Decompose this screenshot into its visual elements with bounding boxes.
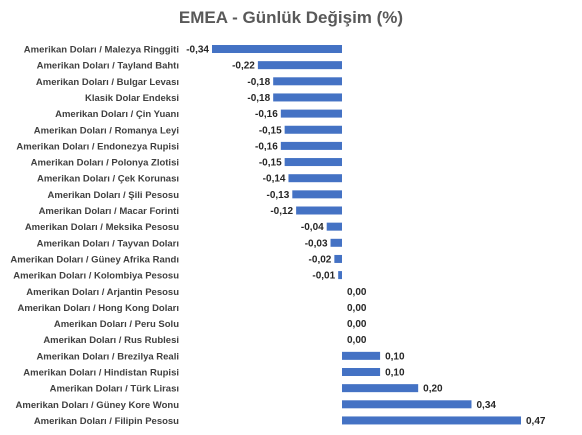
bar xyxy=(334,254,342,263)
bar xyxy=(338,271,342,280)
category-label: Amerikan Doları / Tayvan Doları xyxy=(37,238,179,249)
category-label: Amerikan Doları / Arjantin Pesosu xyxy=(26,287,179,298)
value-label: -0,13 xyxy=(266,190,289,201)
category-labels: Amerikan Doları / Malezya Ringgiti Amerik… xyxy=(10,45,179,427)
value-label: 0,00 xyxy=(347,335,367,346)
category-label: Amerikan Doları / Güney Afrika Randı xyxy=(10,254,179,265)
bars xyxy=(212,45,521,425)
bar xyxy=(280,109,342,118)
category-label: Amerikan Doları / Çin Yuanı xyxy=(55,109,179,120)
bar xyxy=(280,141,342,150)
category-label: Amerikan Doları / Tayland Bahtı xyxy=(37,61,179,72)
value-labels: -0,34 -0,22 -0,18 -0,18 -0,16 -0,15 -0,16 -0,15… xyxy=(186,45,546,427)
value-label: -0,22 xyxy=(232,61,255,72)
category-label: Amerikan Doları / Çek Korunası xyxy=(37,174,179,185)
bar xyxy=(342,416,521,425)
chart-title: EMEA - Günlük Değişim (%) xyxy=(179,8,403,27)
bar xyxy=(342,368,381,376)
value-label: 0,20 xyxy=(423,384,443,395)
value-label: -0,34 xyxy=(186,45,209,56)
bar xyxy=(330,238,342,247)
bar xyxy=(284,158,342,167)
category-label: Amerikan Doları / Hindistan Rupisi xyxy=(23,368,179,379)
category-label: Amerikan Doları / Bulgar Levası xyxy=(36,77,179,88)
value-label: -0,18 xyxy=(247,77,270,88)
value-label: -0,14 xyxy=(263,174,286,185)
value-label: -0,03 xyxy=(305,238,328,249)
value-label: -0,18 xyxy=(247,93,270,104)
category-label: Amerikan Doları / Romanya Leyi xyxy=(34,125,179,136)
category-label: Amerikan Doları / Peru Solu xyxy=(54,319,179,330)
bar xyxy=(296,206,342,215)
value-label: -0,02 xyxy=(309,254,332,265)
bar xyxy=(212,45,342,53)
category-label: Amerikan Doları / Filipin Pesosu xyxy=(34,416,179,427)
value-label: -0,01 xyxy=(312,271,335,282)
category-label: Amerikan Doları / Macar Forinti xyxy=(39,206,179,217)
value-label: -0,15 xyxy=(259,158,282,169)
category-label: Amerikan Doları / Kolombiya Pesosu xyxy=(13,271,179,282)
value-label: -0,16 xyxy=(255,141,278,152)
value-label: 0,10 xyxy=(385,351,405,362)
category-label: Amerikan Doları / Brezilya Reali xyxy=(36,351,179,362)
value-label: -0,12 xyxy=(270,206,293,217)
value-label: -0,04 xyxy=(301,222,324,233)
category-label: Amerikan Doları / Güney Kore Wonu xyxy=(16,400,180,411)
value-label: -0,15 xyxy=(259,125,282,136)
value-label: 0,00 xyxy=(347,303,367,314)
bar xyxy=(273,93,342,102)
value-label: -0,16 xyxy=(255,109,278,120)
bar xyxy=(273,77,342,86)
value-label: 0,47 xyxy=(526,416,546,427)
bar xyxy=(257,61,342,70)
bar xyxy=(292,190,342,199)
category-label: Amerikan Doları / Malezya Ringgiti xyxy=(24,45,179,56)
value-label: 0,34 xyxy=(476,400,496,411)
category-label: Amerikan Doları / Türk Lirası xyxy=(50,384,179,395)
category-label: Amerikan Doları / Şili Pesosu xyxy=(48,190,180,201)
value-label: 0,10 xyxy=(385,368,405,379)
category-label: Amerikan Doları / Hong Kong Doları xyxy=(17,303,179,314)
bar xyxy=(342,400,472,409)
category-label: Amerikan Doları / Endonezya Rupisi xyxy=(16,141,179,152)
category-label: Amerikan Doları / Polonya Zlotisi xyxy=(31,158,179,169)
bar xyxy=(284,125,342,134)
value-label: 0,00 xyxy=(347,319,367,330)
bar xyxy=(342,384,419,393)
bar xyxy=(342,351,381,360)
category-label: Amerikan Doları / Rus Rublesi xyxy=(43,335,179,346)
value-label: 0,00 xyxy=(347,287,367,298)
category-label: Klasik Dolar Endeksi xyxy=(85,93,179,104)
bar xyxy=(326,222,342,231)
bar xyxy=(288,174,342,183)
category-label: Amerikan Doları / Meksika Pesosu xyxy=(25,222,179,233)
